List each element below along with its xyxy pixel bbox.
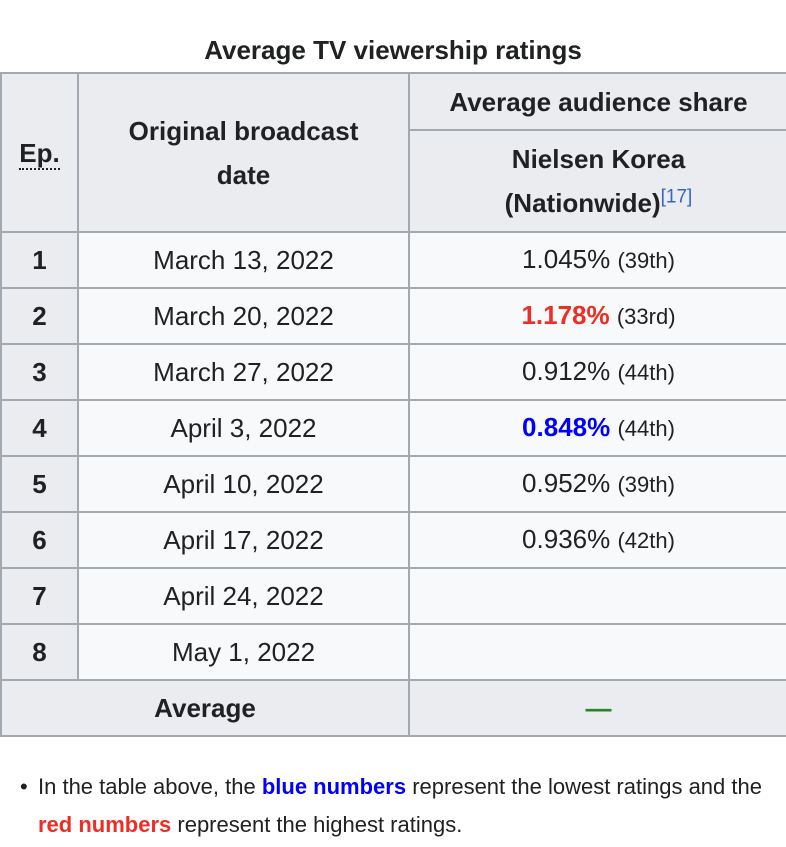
rating-rank: (33rd) [616,304,676,329]
broadcast-date: March 13, 2022 [77,231,410,289]
rating-cell: 0.912% (44th) [408,343,786,401]
rating-value: 1.045% [522,244,611,274]
rating-cell [408,567,786,625]
rating-cell: 0.848% (44th) [408,399,786,457]
nielsen-label: Nielsen Korea (Nationwide) [504,144,686,218]
rating-rank: (39th) [617,472,675,497]
ratings-table: Ep. Original broadcast date Average audi… [0,72,786,737]
broadcast-date: March 20, 2022 [77,287,410,345]
table-row: 6 April 17, 2022 0.936% (42th) [0,511,786,569]
broadcast-date: April 3, 2022 [77,399,410,457]
ep-abbreviation: Ep. [19,137,60,170]
average-dash: — [585,693,612,723]
note-part1: In the table above, the [38,774,262,799]
rating-rank: (39th) [617,248,675,273]
broadcast-date: April 17, 2022 [77,511,410,569]
rating-cell: 1.045% (39th) [408,231,786,289]
broadcast-date: April 24, 2022 [77,567,410,625]
table-row: 5 April 10, 2022 0.952% (39th) [0,455,786,513]
rating-cell [408,623,786,681]
episode-number: 8 [0,623,79,681]
episode-number: 1 [0,231,79,289]
note-text: In the table above, the blue numbers rep… [38,768,768,844]
broadcast-date: March 27, 2022 [77,343,410,401]
rating-cell: 1.178% (33rd) [408,287,786,345]
rating-rank: (44th) [617,416,675,441]
note-blue-numbers: blue numbers [261,774,407,799]
episode-number: 2 [0,287,79,345]
note-part2: represent the lowest ratings and the [406,774,762,799]
table-row: 7 April 24, 2022 [0,567,786,625]
bullet-icon: • [20,774,28,799]
table-row: 1 March 13, 2022 1.045% (39th) [0,231,786,289]
episode-number: 5 [0,455,79,513]
header-nielsen-korea: Nielsen Korea (Nationwide)[17] [408,129,786,233]
rating-rank: (44th) [617,360,675,385]
header-ep: Ep. [0,72,79,233]
average-label: Average [0,679,410,737]
ratings-body: 1 March 13, 2022 1.045% (39th) 2 March 20, 2… [0,231,786,681]
average-value: — [408,679,786,737]
episode-number: 4 [0,399,79,457]
rating-value: 0.952% [522,468,611,498]
table-caption: Average TV viewership ratings [204,35,582,65]
rating-rank: (42th) [617,528,675,553]
episode-number: 6 [0,511,79,569]
broadcast-date: May 1, 2022 [77,623,410,681]
note-part3: represent the highest ratings. [171,812,463,837]
rating-cell: 0.936% (42th) [408,511,786,569]
header-audience-share: Average audience share [408,72,786,131]
rating-value: 1.178% [521,300,610,330]
rating-value: 0.936% [522,524,611,554]
table-row: 8 May 1, 2022 [0,623,786,681]
citation-link-17[interactable]: [17] [660,186,693,208]
rating-value: 0.848% [522,412,611,442]
table-row: 2 March 20, 2022 1.178% (33rd) [0,287,786,345]
table-row: 3 March 27, 2022 0.912% (44th) [0,343,786,401]
rating-value: 0.912% [522,356,611,386]
broadcast-date: April 10, 2022 [77,455,410,513]
header-broadcast-date: Original broadcast date [77,72,410,233]
episode-number: 3 [0,343,79,401]
note-red-numbers: red numbers [38,812,172,837]
episode-number: 7 [0,567,79,625]
table-row: 4 April 3, 2022 0.848% (44th) [0,399,786,457]
rating-cell: 0.952% (39th) [408,455,786,513]
